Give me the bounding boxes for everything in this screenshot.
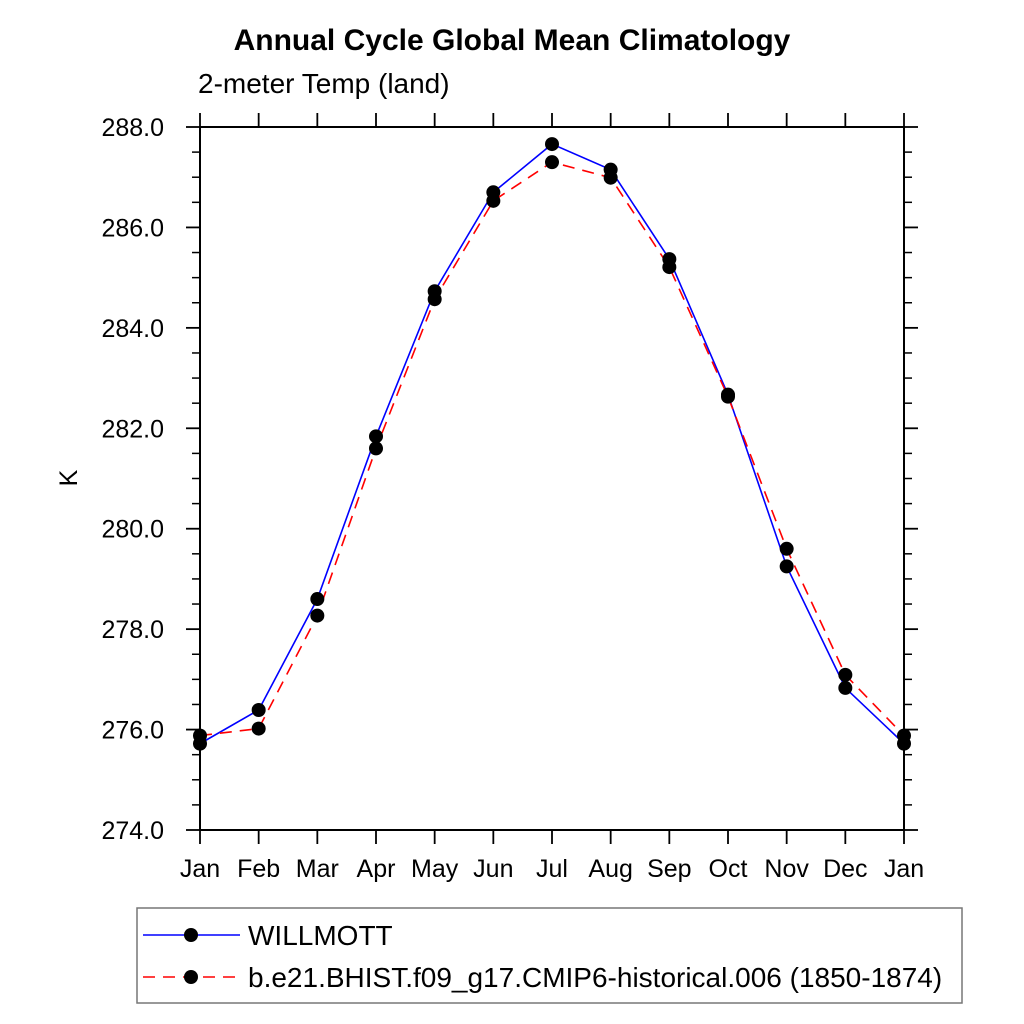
x-tick-label: Sep [647,855,691,883]
legend-label: b.e21.BHIST.f09_g17.CMIP6-historical.006… [248,962,942,993]
x-tick-label: Feb [237,855,280,883]
x-tick-label: Jul [536,855,568,883]
data-point-marker [251,702,266,717]
series-line-model [199,161,905,737]
data-point-marker [545,155,559,170]
y-tick-label: 282.0 [101,415,164,443]
chart-subtitle: 2-meter Temp (land) [198,68,450,99]
data-point-marker [603,170,618,185]
x-tick-label: Oct [709,855,748,883]
x-tick-label: Aug [588,855,632,883]
x-tick-label: Jan [180,855,220,883]
y-tick-label: 288.0 [101,114,164,142]
x-tick-label: Nov [764,855,809,883]
legend-marker [184,970,198,984]
data-point-marker [310,592,325,607]
y-tick-label: 276.0 [101,717,164,745]
data-point-marker [779,559,794,574]
chart-title: Annual Cycle Global Mean Climatology [233,24,791,57]
x-tick-label: Dec [823,855,867,883]
data-point-marker [310,608,325,623]
data-point-marker [897,728,911,743]
x-tick-label: Apr [357,855,396,883]
legend-box [136,907,963,1004]
y-tick-label: 274.0 [101,817,164,845]
data-point-marker [193,728,207,743]
x-tick-label: Jan [884,855,924,883]
data-point-marker [721,389,735,404]
y-tick-label: 284.0 [101,315,164,343]
x-tick-label: May [411,855,459,883]
legend-label: WILLMOTT [248,920,393,951]
y-tick-label: 286.0 [101,214,164,242]
data-point-marker [427,292,442,307]
data-point-marker [779,541,794,556]
data-point-marker [369,429,383,444]
data-point-marker [838,680,853,695]
y-tick-label: 280.0 [101,516,164,544]
data-point-marker [486,193,501,208]
legend-marker [184,928,198,942]
data-point-marker [838,667,853,682]
data-point-marker [662,260,677,275]
series-line-willmott [199,143,905,745]
plot-frame [199,126,905,831]
data-point-marker [369,441,383,456]
y-tick-label: 278.0 [101,616,164,644]
x-tick-label: Mar [296,855,339,883]
data-point-marker [251,721,266,736]
x-tick-label: Jun [473,855,513,883]
data-point-marker [545,137,559,152]
